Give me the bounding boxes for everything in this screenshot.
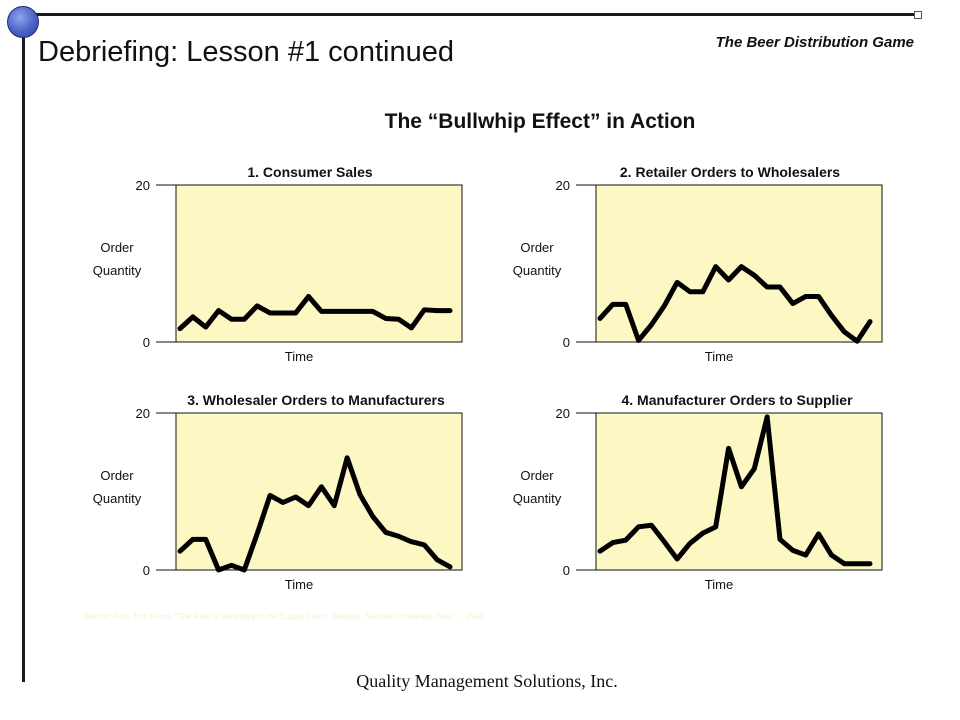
chart1-ytick-label-0: 0 (143, 335, 150, 350)
chart2-ytick-label-20: 20 (556, 178, 570, 193)
left-rule (22, 22, 25, 682)
chart3-ylabel-line1: Order (100, 468, 134, 483)
chart4-ylabel-line1: Order (520, 468, 554, 483)
chart4-xlabel: Time (705, 577, 733, 592)
chart3-ytick-label-0: 0 (143, 563, 150, 578)
chart4-title: 4. Manufacturer Orders to Supplier (621, 392, 853, 408)
chart2-title: 2. Retailer Orders to Wholesalers (620, 164, 840, 180)
chart2-ylabel-line1: Order (520, 240, 554, 255)
chart2-plot-area (595, 184, 883, 343)
chart3-ylabel-line2: Quantity (93, 491, 142, 506)
game-title: The Beer Distribution Game (715, 34, 914, 51)
chart3-xlabel: Time (285, 577, 313, 592)
chart1-title: 1. Consumer Sales (247, 164, 372, 180)
chart3-title: 3. Wholesaler Orders to Manufacturers (187, 392, 445, 408)
chart1-ylabel-line2: Quantity (93, 263, 142, 278)
footer-company: Quality Management Solutions, Inc. (356, 671, 618, 691)
top-rule-end-marker (914, 11, 922, 19)
chart4-series-line (597, 414, 873, 567)
chart1-xlabel: Time (285, 349, 313, 364)
chart1-ylabel-line1: Order (100, 240, 134, 255)
top-rule (24, 13, 920, 16)
slide-title: Debriefing: Lesson #1 continued (38, 36, 454, 68)
chart4-ylabel-line2: Quantity (513, 491, 562, 506)
chart4-plot-area (595, 412, 883, 571)
chart3-ytick-label-20: 20 (136, 406, 150, 421)
corner-bullet-icon (7, 6, 39, 38)
chart4-ytick-label-0: 0 (563, 563, 570, 578)
charts-heading: The “Bullwhip Effect” in Action (384, 110, 696, 133)
chart1-ytick-label-20: 20 (136, 178, 150, 193)
chart2-xlabel: Time (705, 349, 733, 364)
chart4-ytick-label-20: 20 (556, 406, 570, 421)
chart2-ytick-label-0: 0 (563, 335, 570, 350)
chart2-series-line (597, 264, 873, 344)
chart1-series-line (177, 293, 453, 332)
chart2-ylabel-line2: Quantity (513, 263, 562, 278)
source-note: Source: Prof. Tom Fermi, "The Role of Va… (84, 612, 485, 621)
chart3-series-line (177, 455, 453, 573)
